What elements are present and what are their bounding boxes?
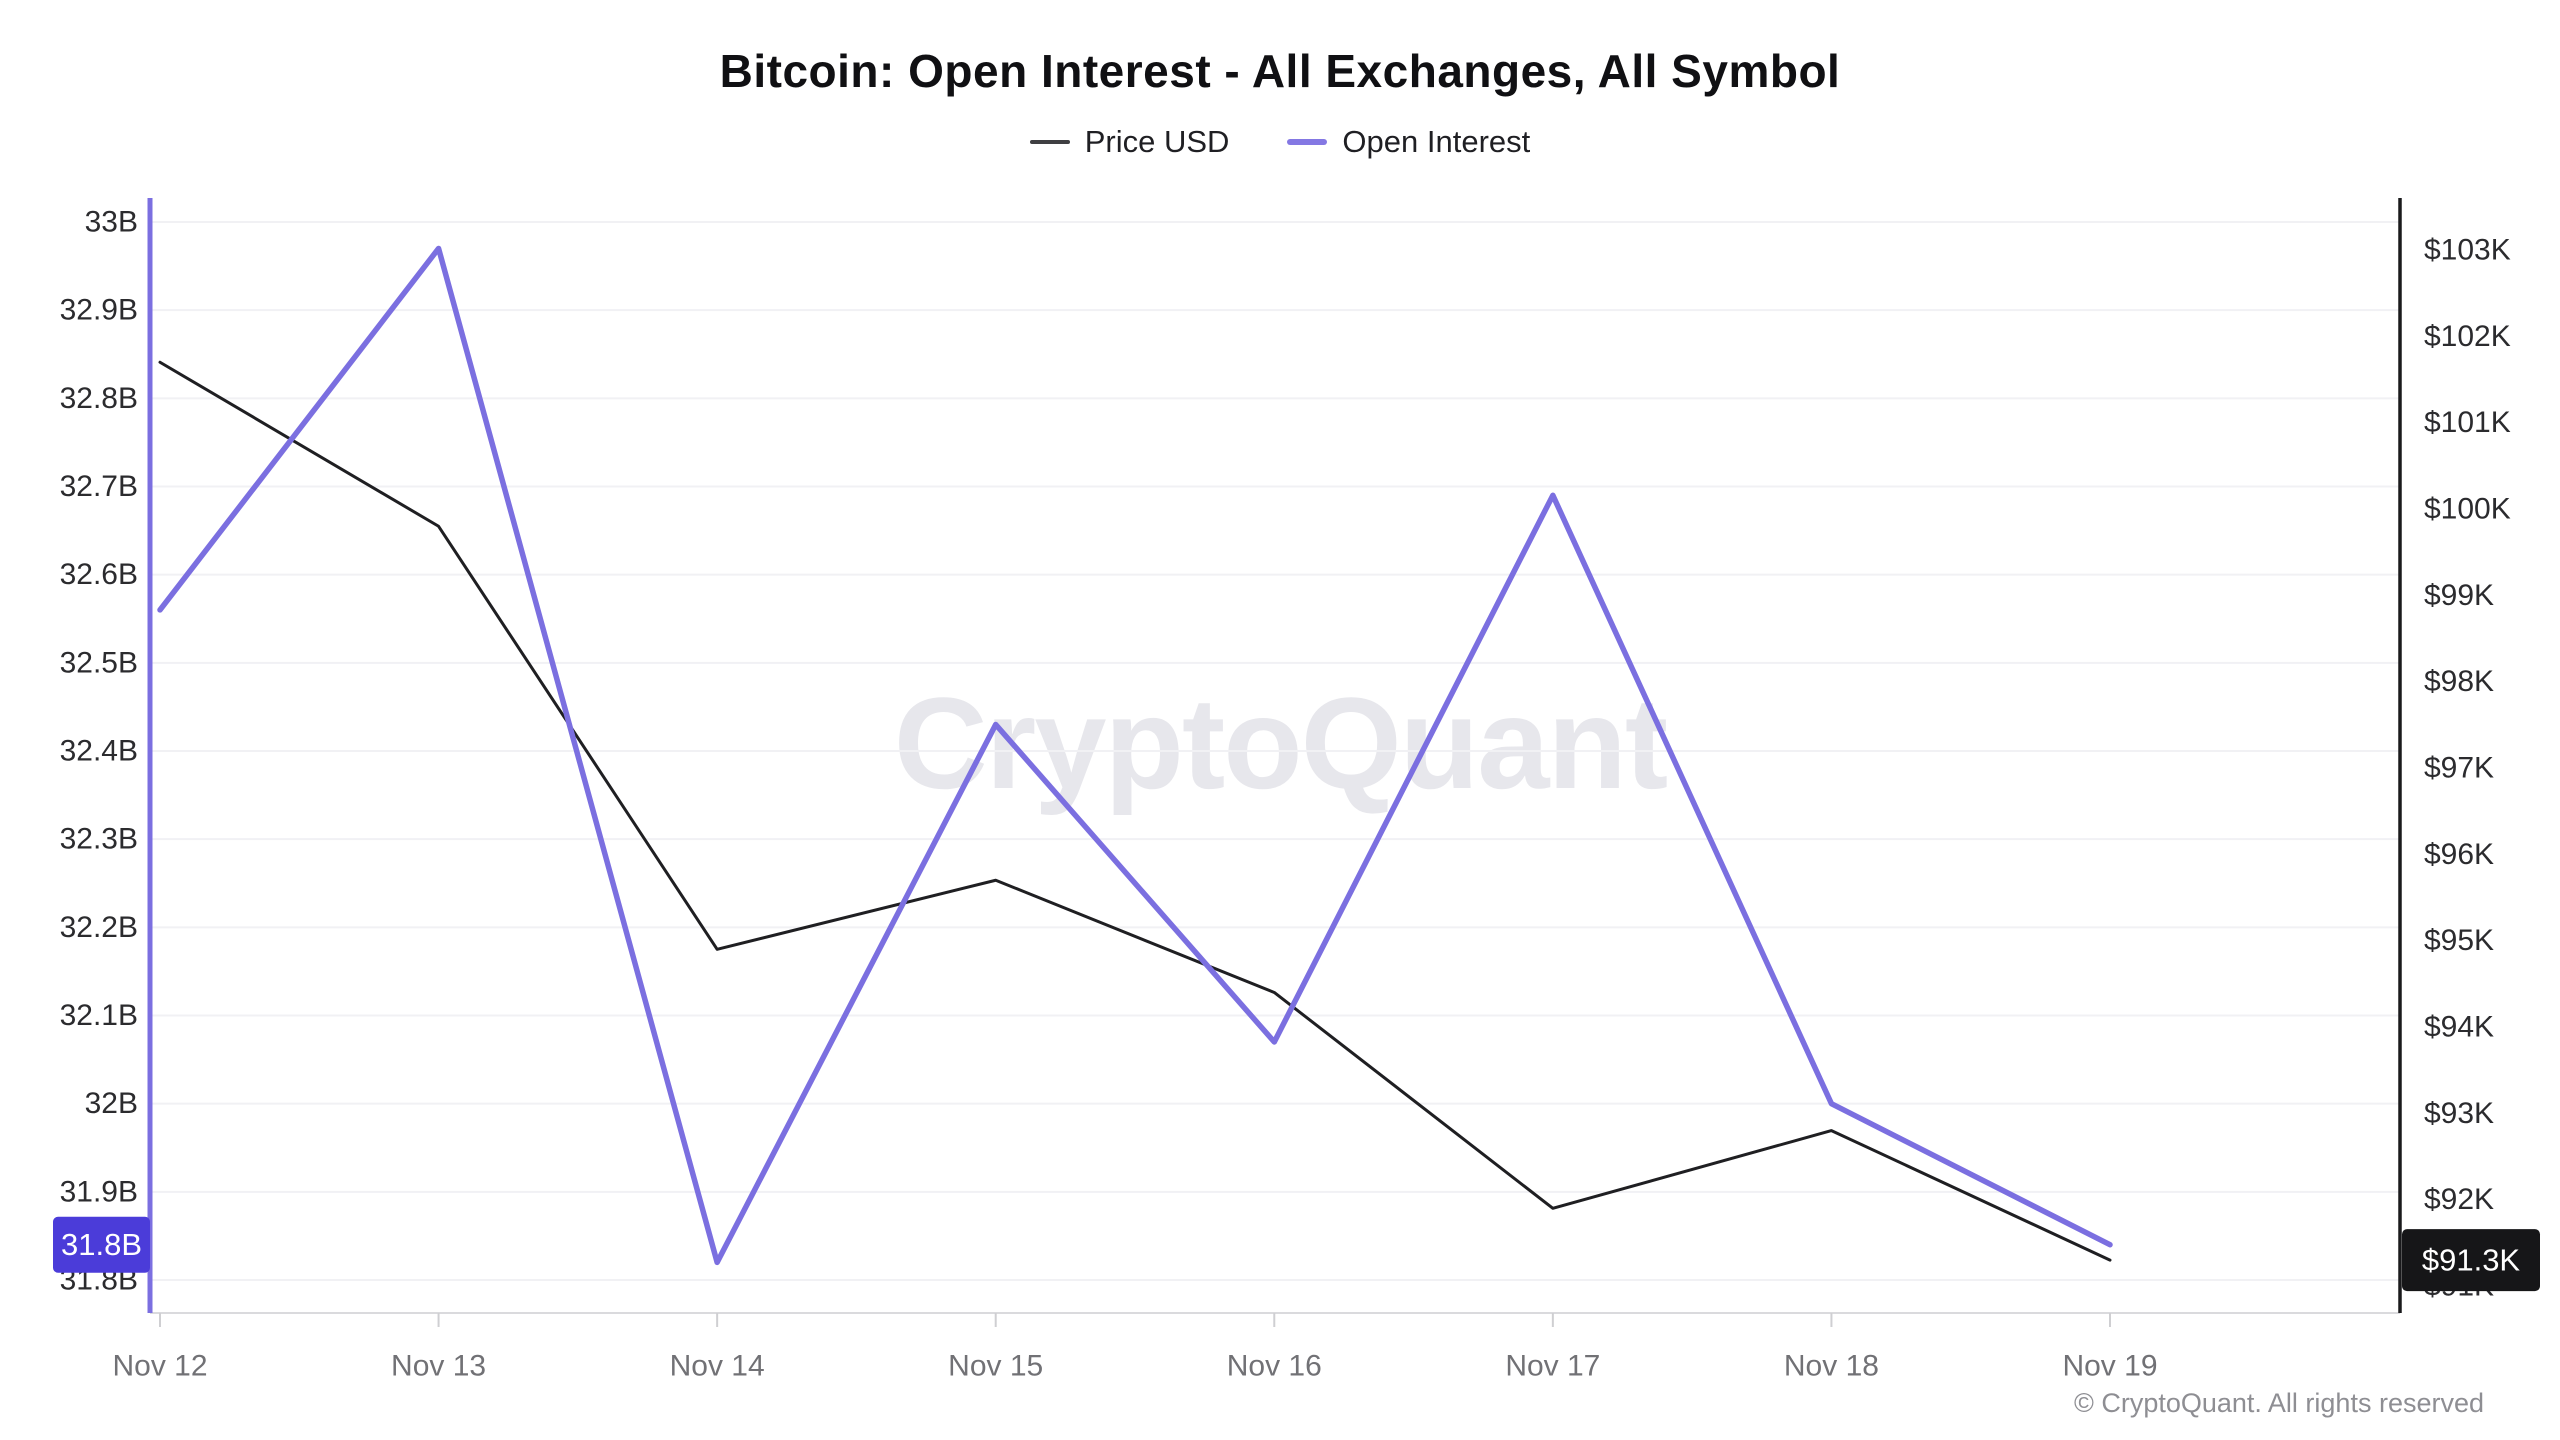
watermark-text: CryptoQuant <box>894 670 1667 816</box>
left-axis-tick-label: 31.9B <box>60 1175 138 1208</box>
left-axis-tick-label: 32.3B <box>60 823 138 856</box>
right-axis-tick-label: $93K <box>2424 1097 2494 1130</box>
chart-legend: Price USD Open Interest <box>0 124 2560 160</box>
left-axis-tick-label: 32B <box>85 1087 138 1120</box>
chart-title: Bitcoin: Open Interest - All Exchanges, … <box>719 45 1841 97</box>
right-axis-tick-label: $101K <box>2424 406 2511 439</box>
left-axis-tick-label: 32.5B <box>60 646 138 679</box>
right-axis-tick-label: $95K <box>2424 924 2494 957</box>
legend-item-open-interest[interactable]: Open Interest <box>1287 124 1530 160</box>
left-axis-tick-label: 32.7B <box>60 470 138 503</box>
price-last-value-badge <box>2402 1229 2540 1292</box>
left-axis-tick-label: 32.6B <box>60 558 138 591</box>
x-axis-label: Nov 18 <box>1784 1350 1879 1383</box>
right-axis-tick-label: $102K <box>2424 320 2511 353</box>
open-interest-last-value-badge <box>53 1216 150 1273</box>
left-axis-tick-label: 32.9B <box>60 294 138 327</box>
left-axis-tick-label: 32.4B <box>60 735 138 768</box>
right-axis-tick-label: $92K <box>2424 1183 2494 1216</box>
legend-label-price-usd: Price USD <box>1084 124 1230 159</box>
legend-item-price-usd[interactable]: Price USD <box>1029 124 1230 160</box>
right-axis-tick-label: $98K <box>2424 665 2494 698</box>
left-axis-tick-label: 33B <box>85 206 138 239</box>
open-interest-line-swatch <box>1287 139 1328 145</box>
left-axis-tick-label: 32.1B <box>60 999 138 1032</box>
x-axis-label: Nov 19 <box>2062 1350 2157 1383</box>
right-axis-tick-label: $96K <box>2424 838 2494 871</box>
left-axis-tick-label: 32.2B <box>60 911 138 944</box>
price-last-value-label: $91.3K <box>2422 1243 2521 1278</box>
x-axis-label: Nov 16 <box>1227 1350 1322 1383</box>
price-usd-line <box>158 360 2112 1262</box>
x-axis-label: Nov 17 <box>1505 1350 1600 1383</box>
x-axis-label: Nov 15 <box>948 1350 1043 1383</box>
right-axis-tick-label: $99K <box>2424 579 2494 612</box>
right-axis-tick-label: $97K <box>2424 752 2494 785</box>
x-axis-label: Nov 12 <box>112 1350 207 1383</box>
open-interest-last-value-label: 31.8B <box>61 1227 142 1262</box>
right-axis-tick-label: $94K <box>2424 1011 2494 1044</box>
right-axis-tick-label: $103K <box>2424 234 2511 267</box>
right-axis-tick-label: $100K <box>2424 493 2511 526</box>
x-axis-label: Nov 13 <box>391 1350 486 1383</box>
legend-label-open-interest: Open Interest <box>1342 124 1531 159</box>
copyright-notice: © CryptoQuant. All rights reserved <box>2073 1388 2484 1418</box>
open-interest-line <box>157 245 2113 1266</box>
price-usd-line-swatch <box>1029 140 1070 144</box>
x-axis-label: Nov 14 <box>670 1350 765 1383</box>
left-axis-tick-label: 32.8B <box>60 382 138 415</box>
